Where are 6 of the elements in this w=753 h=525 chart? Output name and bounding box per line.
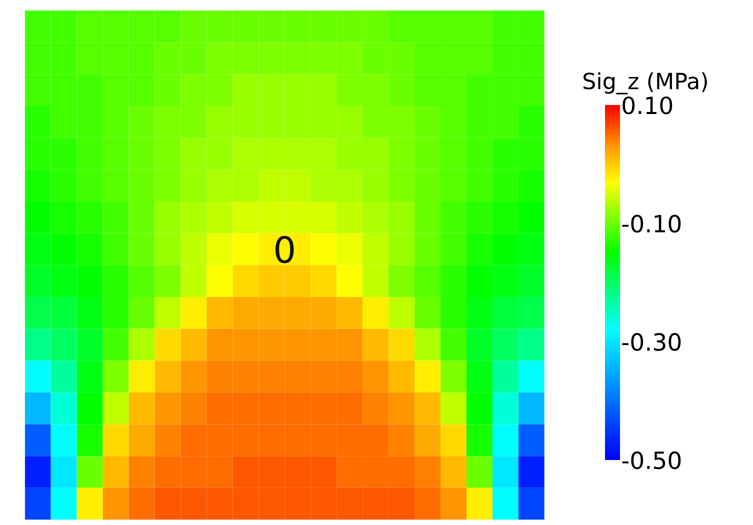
color-bar-title: Sig_z (MPa) bbox=[584, 72, 707, 94]
color-bar-label: 0.10 bbox=[622, 96, 672, 114]
color-bar-label: -0.30 bbox=[622, 333, 681, 351]
annotation: 0 bbox=[276, 236, 294, 264]
color-bar-label: -0.10 bbox=[622, 214, 681, 233]
color-bar-label: -0.50 bbox=[622, 451, 681, 470]
